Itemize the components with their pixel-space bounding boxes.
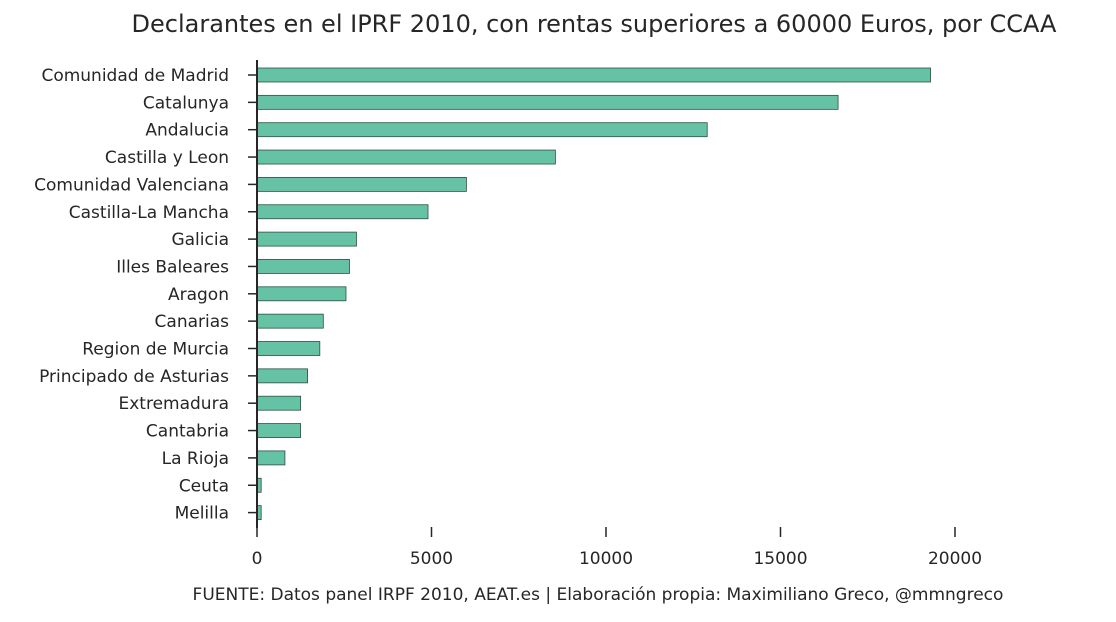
x-tick-label-15000: 15000 [753,549,807,569]
source-note: FUENTE: Datos panel IRPF 2010, AEAT.es |… [192,585,1004,605]
x-axis: 0 5000 10000 15000 20000 [252,527,982,569]
bar-castilla-y-leon [256,149,556,165]
category-label-andalucia: Andalucia [145,121,229,141]
category-label-illes-baleares: Illes Baleares [116,257,229,277]
bar-catalunya [256,94,839,110]
bar-extremadura [256,395,302,411]
x-tick-label-0: 0 [252,549,263,569]
bar-region-de-murcia [256,341,321,356]
category-label-catalunya: Catalunya [143,93,229,113]
category-label-castilla-y-leon: Castilla y Leon [105,148,229,168]
x-tick-label-20000: 20000 [928,549,982,569]
bar-illes-baleares [256,259,350,274]
x-tick-label-10000: 10000 [579,549,633,569]
bar-principado-de-asturias [256,368,309,384]
category-label-aragon: Aragon [168,285,229,305]
category-label-galicia: Galicia [171,230,229,250]
bars-group [256,67,931,521]
category-label-region-de-murcia: Region de Murcia [82,340,229,360]
chart-title: Declarantes en el IPRF 2010, con rentas … [131,10,1057,38]
bar-comunidad-valenciana [256,176,467,192]
category-label-canarias: Canarias [155,312,230,332]
category-label-extremadura: Extremadura [119,394,230,414]
bar-galicia [256,231,357,247]
category-label-comunidad-de-madrid: Comunidad de Madrid [41,66,229,86]
category-label-castilla-la-mancha: Castilla-La Mancha [69,203,229,223]
bar-aragon [256,286,347,302]
bar-castilla-la-mancha [256,204,429,220]
bar-comunidad-de-madrid [256,67,931,83]
category-label-comunidad-valenciana: Comunidad Valenciana [34,175,229,195]
bar-andalucia [256,122,708,138]
x-tick-label-5000: 5000 [410,549,453,569]
category-label-la-rioja: La Rioja [162,449,229,469]
bar-la-rioja [256,450,286,466]
category-labels: Comunidad de Madrid Catalunya Andalucia Cas… [34,66,257,524]
category-label-melilla: Melilla [175,504,229,524]
bar-canarias [256,313,324,329]
category-label-ceuta: Ceuta [179,476,229,496]
bar-cantabria [256,423,302,438]
category-label-principado-de-asturias: Principado de Asturias [39,367,229,387]
category-label-cantabria: Cantabria [146,422,229,442]
